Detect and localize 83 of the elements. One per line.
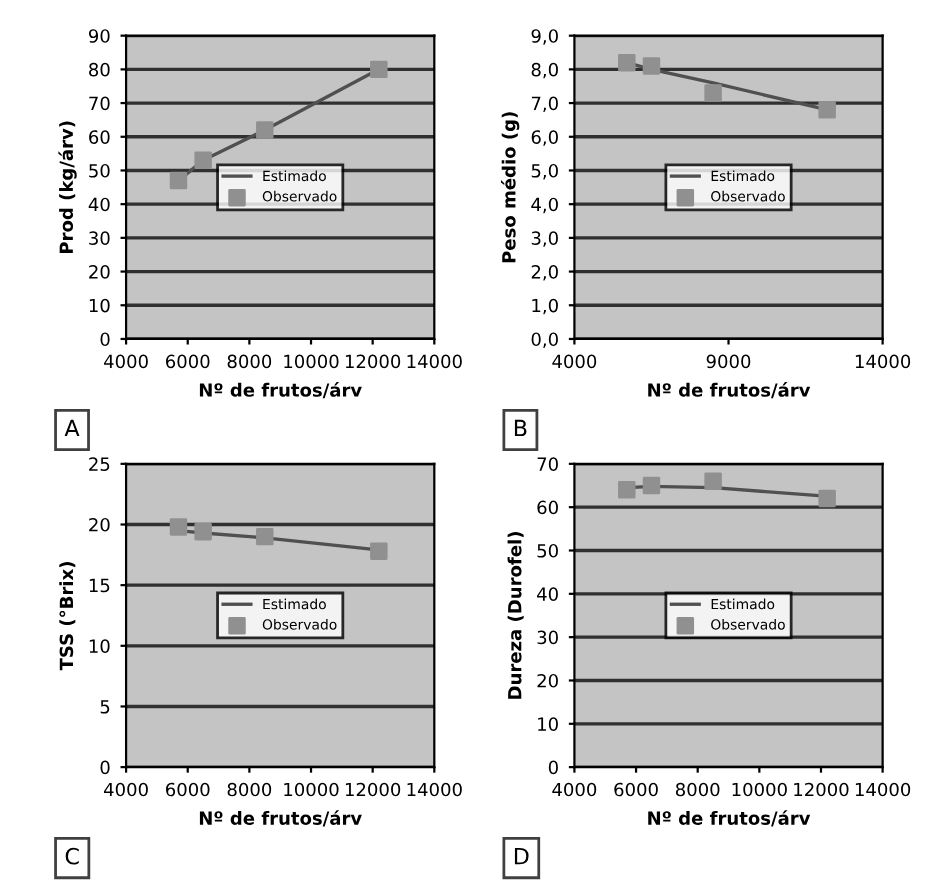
y-tick-label: 5,0 (531, 163, 558, 180)
y-tick-label: 4,0 (531, 197, 558, 214)
y-tick-label: 50 (537, 543, 558, 558)
point (818, 489, 836, 508)
point (169, 518, 188, 536)
y-tick-label: 2,0 (531, 265, 558, 281)
point (256, 121, 274, 139)
y-tick-label: 20 (537, 673, 558, 688)
point (169, 171, 188, 190)
x-tick-label: 6000 (614, 782, 658, 797)
text: B (514, 419, 527, 437)
y-tick-label: 15 (89, 578, 110, 593)
x-tick-label: 6000 (166, 782, 210, 797)
y-tick-label: 10 (89, 298, 110, 313)
x-tick-label: 14000 (407, 354, 462, 369)
x-tick-label: 10000 (284, 782, 339, 797)
y-tick-label: 6,0 (531, 130, 558, 146)
x-tick-label: 9000 (706, 354, 751, 369)
x-tick-label: 10000 (284, 354, 339, 369)
x-tick-label: 8000 (227, 354, 272, 369)
x-tick-label: 4000 (552, 782, 597, 797)
point (370, 60, 388, 79)
x-tick-label: 14000 (855, 782, 911, 797)
y-tick-label: 20 (89, 517, 110, 532)
point (370, 542, 388, 560)
x-axis-title: Nº de frutos/árv (648, 382, 811, 399)
y-axis-title: Dureza (Durofel) (507, 532, 524, 699)
point (642, 476, 661, 495)
point (704, 472, 722, 490)
y-tick-label: 70 (537, 457, 558, 471)
x-tick-label: 14000 (407, 782, 462, 797)
y-tick-label: 25 (89, 457, 110, 471)
y-tick-label: 0 (548, 760, 558, 775)
y-axis-title: Peso médio (g) (500, 112, 520, 263)
y-tick-label: 10 (538, 717, 558, 731)
y-tick-label: 20 (89, 265, 110, 279)
y-tick-label: 8,0 (531, 62, 558, 79)
point (618, 481, 636, 499)
y-tick-label: 60 (537, 500, 558, 515)
x-tick-label: 4000 (104, 782, 148, 797)
point (642, 57, 661, 75)
x-axis-title: Nº de frutos/árv (199, 810, 362, 827)
y-tick-label: 90 (88, 29, 110, 43)
y-tick-label: 0 (100, 332, 110, 347)
y-tick-label: 0 (100, 760, 110, 775)
point (618, 53, 636, 72)
point (256, 527, 274, 546)
text: C (65, 847, 79, 865)
point (194, 523, 212, 541)
x-tick-label: 6000 (166, 354, 210, 369)
y-tick-label: 7,0 (531, 96, 558, 113)
y-tick-label: 10 (89, 639, 110, 653)
x-tick-label: 12000 (345, 354, 401, 369)
y-tick-label: 0,0 (531, 332, 558, 348)
x-tick-label: 4000 (552, 354, 597, 369)
y-tick-label: 70 (89, 96, 110, 111)
point (194, 151, 212, 170)
y-tick-label: 60 (89, 130, 110, 144)
y-tick-label: 5 (100, 700, 110, 714)
text: A (64, 419, 80, 437)
x-tick-label: 12000 (794, 782, 849, 797)
y-tick-label: 1,0 (532, 298, 558, 315)
y-tick-label: 50 (89, 163, 110, 178)
x-tick-label: 10000 (732, 782, 787, 797)
y-tick-label: 30 (537, 630, 558, 645)
x-tick-label: 4000 (104, 354, 148, 369)
y-tick-label: 40 (88, 197, 110, 212)
x-axis-title: Nº de frutos/árv (199, 382, 362, 399)
y-tick-label: 40 (537, 587, 558, 601)
point (704, 84, 722, 102)
x-tick-label: 12000 (345, 782, 401, 797)
y-tick-label: 80 (89, 62, 110, 77)
text: D (514, 848, 529, 865)
y-tick-label: 9,0 (531, 29, 558, 45)
y-tick-label: 30 (89, 231, 110, 245)
y-tick-label: 3,0 (531, 231, 558, 247)
x-tick-label: 8000 (227, 782, 272, 797)
x-tick-label: 14000 (855, 354, 911, 369)
y-axis-title: TSS (°Brix) (59, 562, 76, 671)
y-axis-title: Prod (kg/árv) (58, 121, 77, 253)
x-axis-title: Nº de frutos/árv (648, 810, 811, 827)
x-tick-label: 8000 (675, 782, 720, 797)
point (818, 101, 836, 119)
